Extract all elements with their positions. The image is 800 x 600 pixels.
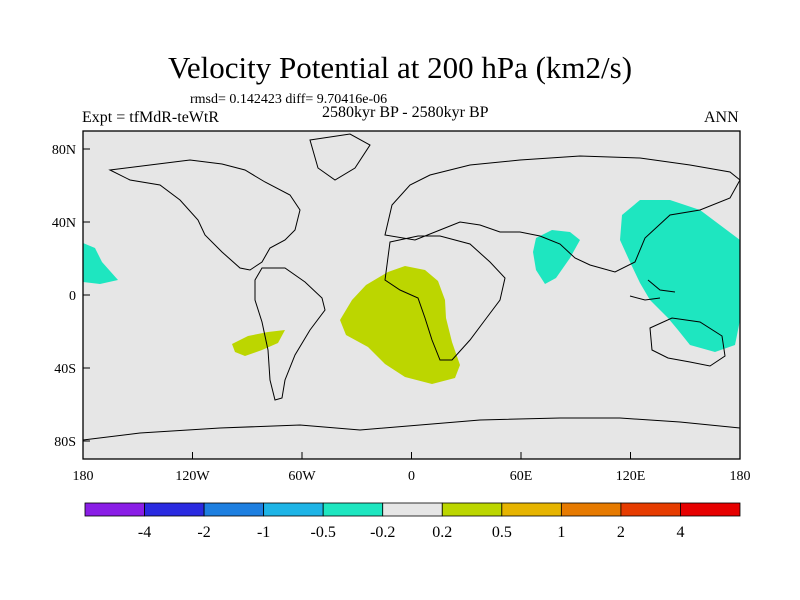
colorbar-label: 0.5 — [492, 524, 512, 541]
lon-tick-label: 60E — [510, 469, 533, 484]
colorbar-label: -0.2 — [370, 524, 395, 541]
colorbar-swatch — [144, 502, 205, 517]
coastline-australia — [649, 317, 726, 367]
coastline-africa — [384, 235, 506, 361]
colorbar-labels: -4 -2 -1 -0.5 -0.2 0.2 0.5 1 2 4 — [138, 524, 685, 541]
lat-tick-label: 40N — [52, 216, 76, 231]
lon-tick-label: 0 — [408, 469, 415, 484]
map-title: Velocity Potential at 200 hPa (km2/s) — [167, 50, 633, 85]
coastline-north-america — [108, 159, 301, 271]
lon-tick-label: 120W — [175, 469, 210, 484]
colorbar-swatch — [263, 502, 324, 517]
season-label: ANN — [704, 109, 739, 126]
colorbar-swatch — [501, 502, 562, 517]
negative-anomaly-region-west-pacific — [620, 200, 740, 352]
colorbar-label: -2 — [197, 524, 210, 541]
colorbar-label: -4 — [138, 524, 151, 541]
colorbar-swatch — [680, 502, 741, 517]
colorbar — [84, 502, 741, 517]
lon-tick-label: 120E — [616, 469, 646, 484]
lat-tick-label: 0 — [69, 289, 76, 304]
stats-text: rmsd= 0.142423 diff= 9.70416e-06 — [190, 92, 388, 107]
positive-anomaly-region-south-pacific — [232, 330, 285, 356]
lon-tick-label: 180 — [730, 469, 751, 484]
colorbar-label: 4 — [676, 524, 684, 541]
experiment-label: Expt = tfMdR-teWtR — [82, 109, 220, 126]
colorbar-label: -1 — [257, 524, 270, 541]
colorbar-label: 2 — [617, 524, 625, 541]
negative-anomaly-region-east-pacific — [83, 243, 118, 284]
lon-tick-label: 180 — [73, 469, 94, 484]
colorbar-swatch — [322, 502, 384, 517]
lat-tick-label: 40S — [54, 362, 76, 377]
negative-anomaly-region-india — [533, 230, 580, 284]
colorbar-label: -0.5 — [311, 524, 336, 541]
colorbar-swatch — [441, 502, 503, 517]
colorbar-swatch — [84, 502, 145, 517]
colorbar-swatch — [203, 502, 265, 517]
lat-tick-label: 80N — [52, 143, 76, 158]
coastline-antarctica — [83, 417, 740, 441]
colorbar-swatch — [560, 502, 622, 517]
colorbar-swatch — [620, 502, 681, 517]
coastline-greenland — [309, 133, 371, 181]
colorbar-label: 1 — [557, 524, 565, 541]
period-label: 2580kyr BP - 2580kyr BP — [322, 104, 489, 121]
lat-tick-label: 80S — [54, 435, 76, 450]
colorbar-swatch — [382, 502, 443, 517]
colorbar-label: 0.2 — [432, 524, 452, 541]
coastline-maritime-continent — [629, 279, 676, 301]
coastline-south-america — [254, 267, 326, 401]
coastline-eurasia — [384, 155, 740, 273]
lon-tick-label: 60W — [288, 469, 316, 484]
positive-anomaly-region — [340, 266, 460, 384]
